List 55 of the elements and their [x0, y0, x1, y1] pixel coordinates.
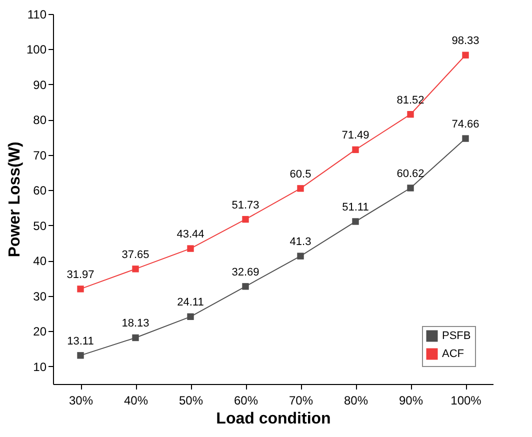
x-tick-label: 30%	[68, 394, 94, 408]
point	[352, 146, 359, 154]
point	[132, 334, 139, 342]
point	[352, 218, 359, 225]
point	[187, 245, 194, 252]
point	[407, 184, 414, 192]
point	[242, 216, 249, 223]
data-label: 98.33	[452, 35, 480, 48]
data-label: 32.69	[232, 266, 260, 278]
data-label: 41.3	[290, 236, 312, 248]
y-tick-label: 70	[33, 148, 47, 162]
data-label: 74.66	[452, 118, 480, 131]
point	[297, 252, 304, 260]
data-label: 71.49	[342, 130, 370, 142]
data-label: 31.97	[66, 268, 94, 281]
point	[187, 313, 194, 320]
x-tick-label: 60%	[234, 394, 258, 408]
y-tick-label: 110	[27, 8, 47, 22]
x-tick-label: 100%	[450, 394, 482, 408]
y-tick-label: 30	[33, 289, 47, 304]
point	[462, 135, 469, 142]
data-label: 24.11	[177, 296, 204, 309]
y-tick-label: 50	[33, 218, 47, 233]
x-tick-label: 40%	[124, 394, 148, 408]
x-tick-label: 90%	[398, 394, 424, 408]
y-axis-title: Power Loss(W)	[6, 142, 24, 258]
data-label: 37.65	[122, 248, 150, 261]
data-label: 51.73	[232, 199, 260, 212]
point	[77, 286, 84, 292]
data-label: 51.11	[342, 202, 369, 214]
x-tick-label: 80%	[344, 394, 368, 408]
point	[297, 185, 304, 192]
legend-label: ACF	[442, 348, 464, 360]
point	[242, 283, 249, 290]
y-tick-label: 10	[33, 360, 47, 374]
x-tick-label: 70%	[288, 394, 314, 408]
point	[132, 266, 139, 272]
data-label: 60.62	[396, 168, 424, 180]
point	[407, 111, 414, 118]
data-label: 43.44	[176, 228, 204, 241]
y-tick-label: 90	[33, 78, 47, 92]
data-label: 13.11	[67, 335, 94, 348]
y-tick-label: 20	[33, 324, 47, 339]
y-tick-label: 60	[33, 184, 47, 198]
y-tick-label: 40	[33, 254, 47, 268]
data-label: 60.5	[290, 168, 312, 180]
data-label: 18.13	[122, 318, 150, 330]
data-label: 81.52	[396, 94, 424, 106]
y-tick-label: 80	[33, 113, 47, 128]
y-tick-label: 100	[26, 42, 47, 57]
x-tick-label: 50%	[178, 394, 204, 408]
point	[77, 352, 84, 359]
x-axis-title: Load condition	[216, 410, 331, 428]
legend-label: PSFB	[442, 330, 471, 342]
point	[462, 52, 469, 58]
